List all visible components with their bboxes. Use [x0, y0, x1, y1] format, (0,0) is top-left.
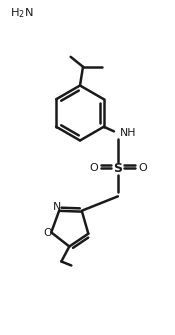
Text: O: O — [138, 163, 147, 173]
Text: O: O — [89, 163, 98, 173]
Text: S: S — [113, 162, 122, 175]
Text: H$_2$N: H$_2$N — [10, 6, 33, 20]
Text: N: N — [53, 202, 61, 212]
Text: O: O — [43, 228, 52, 239]
Text: NH: NH — [120, 128, 136, 138]
